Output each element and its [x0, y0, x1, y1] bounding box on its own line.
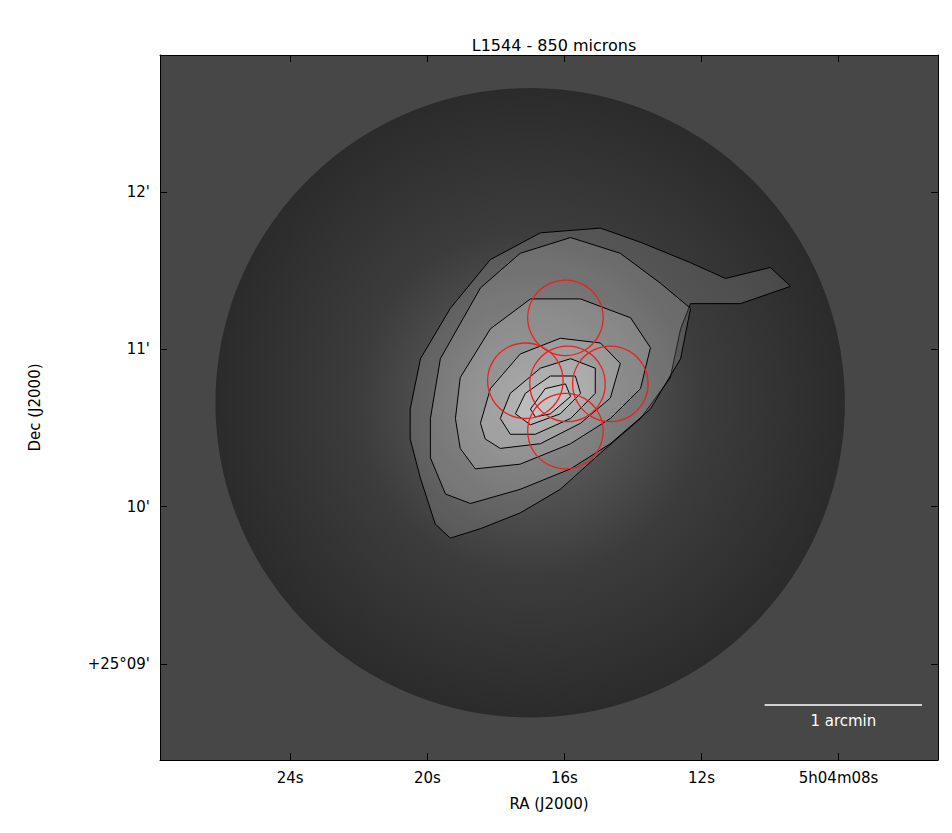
svg-text:24s: 24s	[277, 769, 304, 787]
svg-text:11': 11'	[127, 340, 150, 358]
svg-text:+25°09': +25°09'	[88, 655, 150, 673]
svg-text:20s: 20s	[414, 769, 441, 787]
svg-text:L1544 - 850 microns: L1544 - 850 microns	[472, 36, 637, 55]
svg-text:10': 10'	[127, 498, 150, 516]
svg-text:Dec (J2000): Dec (J2000)	[26, 363, 44, 451]
svg-text:RA (J2000): RA (J2000)	[509, 795, 588, 813]
svg-text:12': 12'	[127, 183, 150, 201]
svg-text:5h04m08s: 5h04m08s	[799, 769, 879, 787]
svg-text:12s: 12s	[688, 769, 715, 787]
svg-text:1 arcmin: 1 arcmin	[810, 712, 876, 730]
svg-text:16s: 16s	[551, 769, 578, 787]
